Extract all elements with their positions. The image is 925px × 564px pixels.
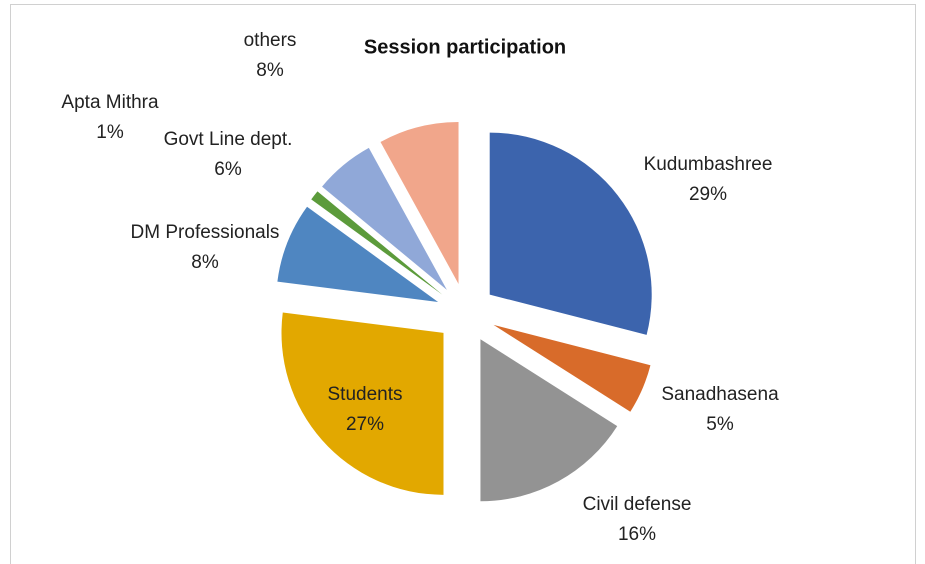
value-label: 8% bbox=[256, 60, 284, 81]
data-label: Civil defense 16% bbox=[562, 490, 712, 550]
value-label: 27% bbox=[345, 414, 385, 435]
data-label: DM Professionals 8% bbox=[130, 218, 280, 278]
pie-slice bbox=[493, 324, 651, 412]
data-label: Kudumbashree 29% bbox=[633, 150, 783, 210]
pie-slice bbox=[277, 206, 439, 302]
data-label: Sanadhasena 5% bbox=[645, 380, 795, 440]
category-label: Govt Line dept. bbox=[163, 129, 293, 150]
value-label: 29% bbox=[688, 184, 728, 205]
category-label: Apta Mithra bbox=[61, 92, 159, 113]
value-label: 16% bbox=[617, 524, 657, 545]
pie-slice bbox=[380, 121, 459, 284]
value-label: 1% bbox=[96, 122, 124, 143]
category-label: Sanadhasena bbox=[661, 384, 779, 405]
pie-slice bbox=[489, 132, 652, 335]
category-label: others bbox=[243, 30, 297, 51]
value-label: 6% bbox=[214, 159, 242, 180]
value-label: 5% bbox=[706, 414, 734, 435]
data-label: Govt Line dept. 6% bbox=[153, 125, 303, 185]
data-label: Apta Mithra 1% bbox=[35, 88, 185, 148]
pie-slice bbox=[311, 191, 443, 295]
pie-slice bbox=[322, 147, 447, 290]
pie-slice bbox=[281, 312, 444, 495]
pie-slice bbox=[480, 339, 618, 502]
category-label: Civil defense bbox=[582, 494, 692, 515]
category-label: Kudumbashree bbox=[643, 154, 773, 175]
chart-title: Session participation bbox=[363, 36, 567, 59]
data-label: Students 27% bbox=[290, 380, 440, 440]
data-label: others 8% bbox=[195, 26, 345, 86]
value-label: 8% bbox=[191, 252, 219, 273]
category-label: DM Professionals bbox=[130, 222, 280, 243]
category-label: Students bbox=[327, 384, 403, 405]
frame bbox=[10, 4, 916, 564]
